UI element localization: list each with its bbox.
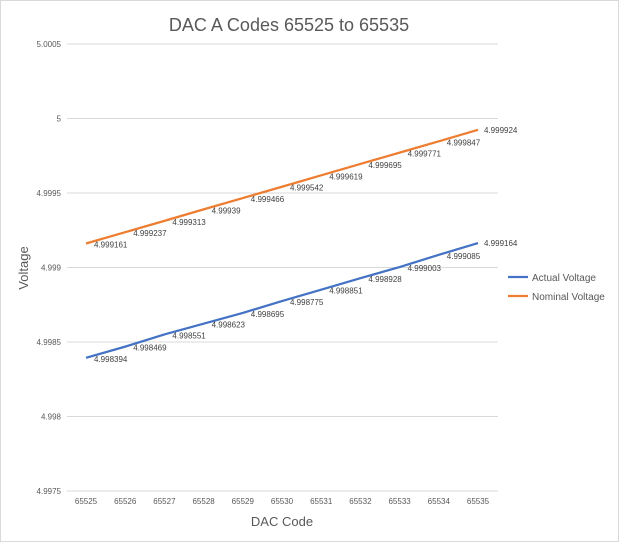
- x-axis-title: DAC Code: [251, 514, 313, 529]
- data-label: 4.998394: [94, 355, 128, 364]
- data-label: 4.998551: [172, 331, 206, 340]
- data-label: 4.998928: [368, 275, 402, 284]
- data-label: 4.999695: [368, 161, 402, 170]
- data-labels: 4.998394 4.998469 4.998551 4.998623 4.998695…: [94, 126, 518, 364]
- data-label: 4.998851: [329, 287, 363, 296]
- x-tick-label: 65530: [271, 497, 294, 506]
- chart-title: DAC A Codes 65525 to 65535: [169, 15, 409, 35]
- data-label: 4.999237: [133, 229, 167, 238]
- x-tick-label: 65528: [192, 497, 215, 506]
- x-tick-label: 65529: [232, 497, 255, 506]
- data-label: 4.998775: [290, 298, 324, 307]
- y-axis-ticks: 5.0005 5 4.9995 4.999 4.9985 4.998 4.9975: [37, 40, 62, 496]
- series-line-0: [86, 243, 478, 358]
- x-tick-label: 65525: [75, 497, 98, 506]
- data-label: 4.998469: [133, 344, 167, 353]
- data-label: 4.998695: [251, 310, 285, 319]
- data-label: 4.999466: [251, 195, 285, 204]
- x-tick-label: 65534: [428, 497, 451, 506]
- x-tick-label: 65531: [310, 497, 333, 506]
- data-label: 4.999161: [94, 241, 128, 250]
- series-line-1: [86, 130, 478, 244]
- data-label: 4.999313: [172, 218, 206, 227]
- x-axis-ticks: 65525 65526 65527 65528 65529 65530 65531 65532…: [75, 497, 490, 506]
- series-lines: [86, 130, 478, 358]
- x-tick-label: 65527: [153, 497, 176, 506]
- legend-label: Nominal Voltage: [532, 292, 605, 303]
- y-tick-label: 4.9995: [37, 189, 62, 198]
- x-tick-label: 65526: [114, 497, 137, 506]
- x-tick-label: 65533: [388, 497, 411, 506]
- y-tick-label: 4.999: [41, 264, 62, 273]
- y-tick-label: 5: [57, 115, 62, 124]
- data-label: 4.999003: [408, 264, 442, 273]
- y-tick-label: 4.9975: [37, 487, 62, 496]
- y-tick-label: 5.0005: [37, 40, 62, 49]
- x-tick-label: 65532: [349, 497, 372, 506]
- data-label: 4.99939: [212, 206, 241, 215]
- data-label: 4.999085: [447, 252, 481, 261]
- data-label: 4.999924: [484, 126, 518, 135]
- y-axis-title: Voltage: [16, 246, 31, 289]
- data-label: 4.998623: [212, 321, 246, 330]
- legend-label: Actual Voltage: [532, 273, 596, 284]
- data-label: 4.999542: [290, 184, 324, 193]
- data-label: 4.999619: [329, 172, 363, 181]
- data-label: 4.999847: [447, 138, 481, 147]
- y-tick-label: 4.998: [41, 413, 62, 422]
- x-tick-label: 65535: [467, 497, 490, 506]
- data-label: 4.999771: [408, 150, 442, 159]
- y-tick-label: 4.9985: [37, 338, 62, 347]
- legend: Actual Voltage Nominal Voltage: [508, 273, 605, 303]
- data-label: 4.999164: [484, 239, 518, 248]
